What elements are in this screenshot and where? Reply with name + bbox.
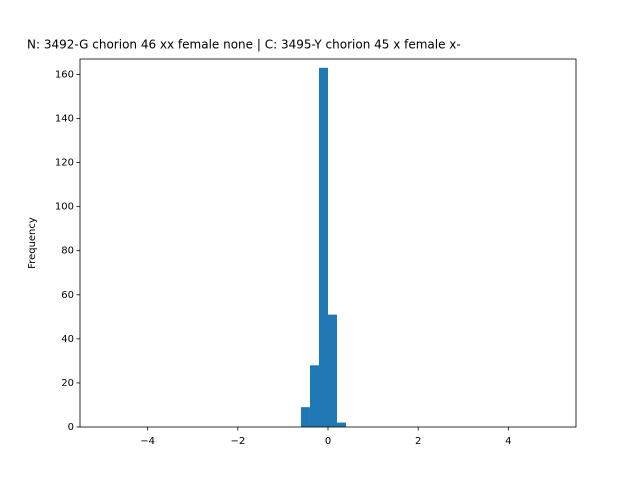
bar: [318, 67, 328, 428]
bar: [337, 422, 347, 427]
y-tick-label: 160: [55, 69, 74, 80]
bar: [309, 365, 319, 427]
x-tick-label: −4: [140, 436, 155, 447]
x-tick-label: −2: [230, 436, 245, 447]
y-axis-label: Frequency: [27, 217, 38, 269]
y-tick-label: 80: [61, 246, 74, 257]
y-tick-label: 0: [68, 422, 74, 433]
x-tick-label: 4: [505, 436, 511, 447]
bar: [300, 407, 310, 427]
y-tick-label: 40: [61, 334, 74, 345]
bar: [328, 314, 338, 427]
y-tick-label: 20: [61, 378, 74, 389]
y-tick-label: 120: [55, 158, 74, 169]
y-tick-label: 140: [55, 113, 74, 124]
chart-title: N: 3492-G chorion 46 xx female none | C:…: [27, 38, 461, 52]
y-tick-label: 100: [55, 202, 74, 213]
y-tick-label: 60: [61, 290, 74, 301]
x-tick-label: 2: [415, 436, 421, 447]
plot-frame: [79, 58, 577, 428]
x-tick-label: 0: [325, 436, 331, 447]
